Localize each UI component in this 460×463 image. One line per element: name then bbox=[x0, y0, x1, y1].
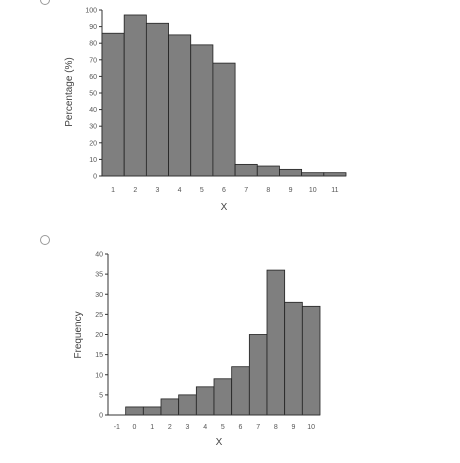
chart-percentage-bar bbox=[168, 34, 192, 177]
chart-percentage-ytick-label: 0 bbox=[93, 174, 97, 181]
chart-percentage-xtick-label: 10 bbox=[309, 187, 317, 194]
chart-frequency-bar bbox=[195, 386, 215, 416]
chart-percentage-xtick-label: 4 bbox=[178, 187, 182, 194]
chart-percentage-xtick-label: 11 bbox=[331, 187, 338, 194]
chart-frequency-ytick-label: 30 bbox=[95, 292, 103, 299]
chart-percentage-ytick-label: 10 bbox=[89, 157, 97, 164]
chart-percentage-ytick-label: 80 bbox=[89, 41, 97, 48]
chart-frequency: Frequency X 0 5 10 15 20 25 30 35 40 -1 0 1 2 3 4 5 6 7 8 9… bbox=[73, 252, 321, 448]
chart-percentage-xtick-label: 8 bbox=[266, 187, 270, 194]
chart-frequency-bar bbox=[142, 406, 162, 416]
chart-percentage-ytick-label: 90 bbox=[89, 24, 97, 31]
chart-percentage-bar bbox=[212, 62, 236, 177]
chart-percentage-xtick-label: 5 bbox=[200, 187, 204, 194]
chart-percentage-bar bbox=[101, 32, 125, 177]
chart-frequency-xtick-label: 7 bbox=[256, 424, 260, 431]
chart-percentage-xtick-label: 1 bbox=[111, 187, 115, 194]
chart-frequency-bar bbox=[301, 305, 321, 416]
chart-frequency-bar bbox=[284, 301, 303, 416]
chart-frequency-xtick-label: 2 bbox=[168, 424, 172, 431]
chart-frequency-xtick-label: 8 bbox=[274, 424, 278, 431]
chart-percentage-ytick-label: 70 bbox=[89, 57, 97, 64]
chart-frequency-xtick-label: 1 bbox=[150, 424, 154, 431]
chart-frequency-ytick-label: 20 bbox=[95, 332, 103, 339]
chart-frequency-ytick-label: 5 bbox=[99, 392, 103, 399]
chart-percentage-bar bbox=[145, 22, 169, 177]
chart-frequency-ytick-label: 15 bbox=[95, 352, 103, 359]
option-radio-bottom[interactable] bbox=[40, 235, 50, 245]
chart-frequency-bar bbox=[266, 269, 286, 416]
chart-percentage-bar bbox=[190, 44, 214, 177]
chart-frequency-ylabel: Frequency bbox=[73, 311, 84, 358]
chart-frequency-bar bbox=[178, 394, 197, 416]
chart-percentage-bar bbox=[123, 14, 147, 177]
chart-percentage-xtick-label: 9 bbox=[289, 187, 293, 194]
chart-percentage-bar bbox=[256, 165, 280, 177]
chart-percentage-ytick-label: 100 bbox=[85, 8, 97, 15]
chart-percentage-xlabel: X bbox=[221, 202, 228, 213]
chart-frequency-xtick-label: 4 bbox=[203, 424, 207, 431]
chart-frequency-bar bbox=[248, 334, 268, 416]
chart-percentage-bar bbox=[279, 168, 303, 177]
chart-frequency-xtick-label: 5 bbox=[221, 424, 225, 431]
chart-percentage-ytick-label: 40 bbox=[89, 107, 97, 114]
chart-percentage-bar bbox=[234, 163, 258, 177]
chart-frequency-bar bbox=[231, 366, 250, 416]
chart-frequency-bar bbox=[213, 378, 233, 416]
chart-frequency-ytick-label: 0 bbox=[99, 413, 103, 420]
chart-frequency-xtick-label: 9 bbox=[292, 424, 296, 431]
chart-frequency-ytick-label: 25 bbox=[95, 312, 103, 319]
chart-frequency-bar bbox=[160, 398, 180, 416]
chart-percentage-ytick-label: 20 bbox=[89, 140, 97, 147]
chart-percentage-ytick-label: 60 bbox=[89, 74, 97, 81]
chart-frequency-xlabel: X bbox=[216, 437, 223, 448]
chart-percentage-xtick-label: 2 bbox=[133, 187, 137, 194]
chart-frequency-xtick-label: -1 bbox=[114, 424, 120, 431]
chart-frequency-bar bbox=[125, 406, 144, 416]
chart-frequency-ytick-label: 40 bbox=[95, 252, 103, 259]
chart-frequency-xtick-label: 0 bbox=[133, 424, 137, 431]
chart-frequency-ytick-label: 10 bbox=[95, 372, 103, 379]
chart-percentage-ytick-label: 50 bbox=[89, 91, 97, 98]
chart-frequency-xtick-label: 3 bbox=[186, 424, 190, 431]
chart-frequency-ytick-label: 35 bbox=[95, 272, 103, 279]
chart-percentage-xtick-label: 6 bbox=[222, 187, 226, 194]
chart-frequency-xtick-label: 10 bbox=[307, 424, 315, 431]
chart-percentage-xtick-label: 3 bbox=[156, 187, 160, 194]
chart-percentage-ytick-label: 30 bbox=[89, 124, 97, 131]
chart-percentage: Percentage (%) X 0 10 20 30 40 50 60 70 80 90 100 1… bbox=[64, 8, 347, 213]
chart-percentage-ylabel: Percentage (%) bbox=[64, 57, 75, 126]
chart-frequency-xtick-label: 6 bbox=[239, 424, 243, 431]
chart-percentage-xtick-label: 7 bbox=[244, 187, 248, 194]
